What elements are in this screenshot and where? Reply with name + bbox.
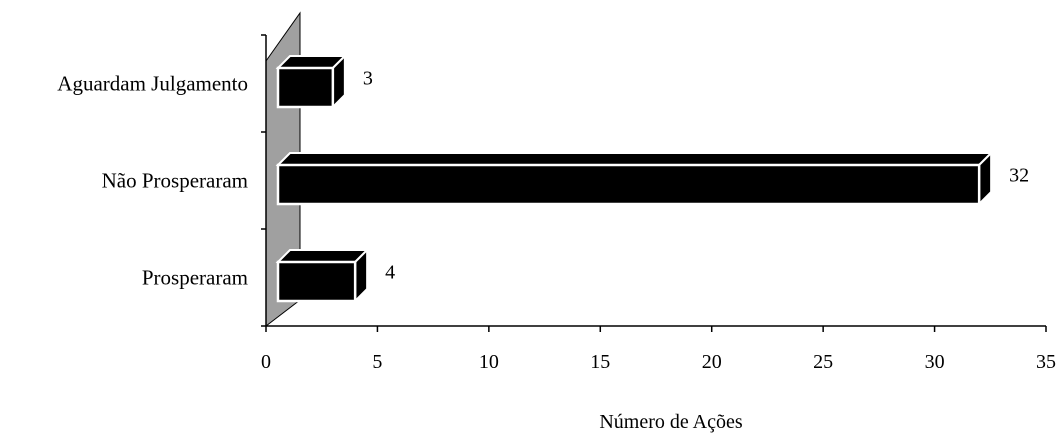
data-labels: 3 32 4: [363, 68, 1029, 284]
x-tick-label: 5: [372, 351, 382, 373]
x-tick-label: 15: [590, 351, 610, 373]
x-tick-label: 35: [1036, 351, 1056, 373]
category-labels: Aguardam Julgamento Não Prosperaram Prospe…: [57, 72, 248, 290]
bar-top-face: [275, 152, 994, 166]
category-label: Aguardam Julgamento: [57, 72, 248, 96]
bar-front-face: [276, 260, 357, 303]
x-tick-label: 25: [813, 351, 833, 373]
bar-data-label: 32: [1009, 165, 1029, 187]
bar-front-face: [276, 163, 981, 206]
x-tick-label: 0: [261, 351, 271, 373]
category-label: Prosperaram: [142, 266, 248, 290]
x-axis-title: Número de Ações: [599, 411, 743, 433]
bars-group: [275, 53, 994, 304]
x-tick-label: 30: [925, 351, 945, 373]
x-axis-ticks: 0 5 10 15 20 25 30 35: [261, 326, 1056, 373]
bar-data-label: 3: [363, 68, 373, 90]
x-tick-label: 20: [702, 351, 722, 373]
bar-front-face: [276, 66, 335, 109]
bar-top-face: [275, 249, 370, 263]
category-label: Não Prosperaram: [102, 169, 248, 193]
y-axis-ticks: [261, 34, 266, 327]
x-tick-label: 10: [479, 351, 499, 373]
bar: [275, 247, 370, 304]
bar: [275, 150, 994, 207]
bar-data-label: 4: [385, 262, 395, 284]
bar: [275, 53, 348, 110]
